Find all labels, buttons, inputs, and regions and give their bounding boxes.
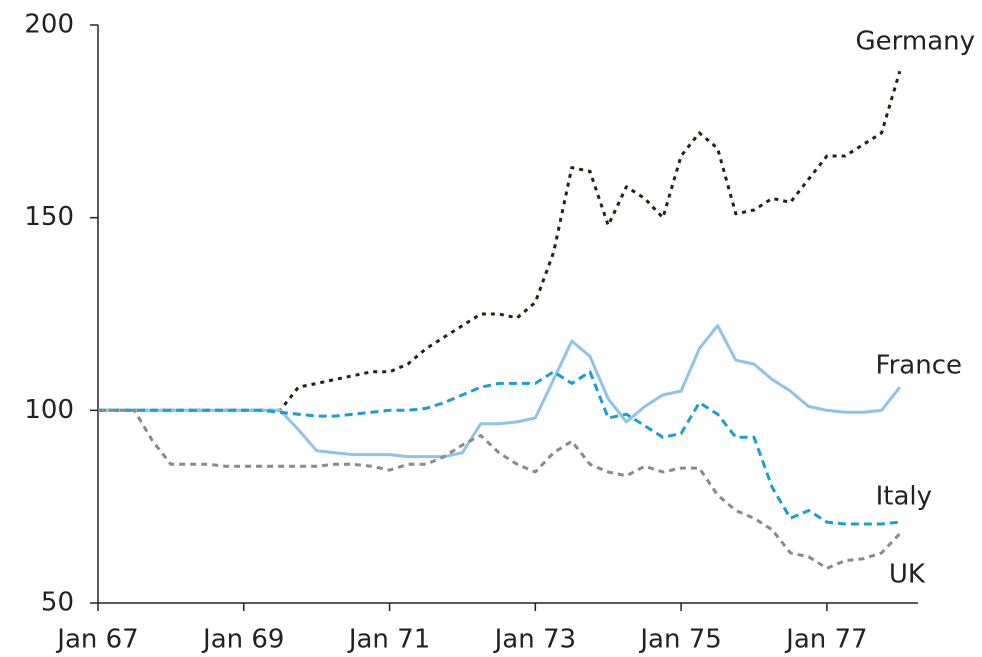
y-tick-label: 50 xyxy=(41,588,74,618)
y-tick-label: 150 xyxy=(24,202,74,232)
series-label: Italy xyxy=(876,482,932,512)
x-tick-label: Jan 69 xyxy=(201,625,284,655)
x-tick-label: Jan 77 xyxy=(784,625,867,655)
series-line xyxy=(98,324,901,459)
series-label: France xyxy=(876,351,962,381)
series-line xyxy=(98,370,900,526)
series-label: UK xyxy=(889,560,926,590)
x-tick-label: Jan 73 xyxy=(493,625,576,655)
x-tick-label: Jan 75 xyxy=(638,625,721,655)
x-tick-label: Jan 67 xyxy=(55,625,138,655)
x-tick-label: Jan 71 xyxy=(347,625,430,655)
series-line xyxy=(98,70,902,412)
series-line xyxy=(98,408,901,570)
y-tick-label: 200 xyxy=(24,10,74,40)
series-label: Germany xyxy=(855,27,975,57)
y-tick-label: 100 xyxy=(24,395,74,425)
